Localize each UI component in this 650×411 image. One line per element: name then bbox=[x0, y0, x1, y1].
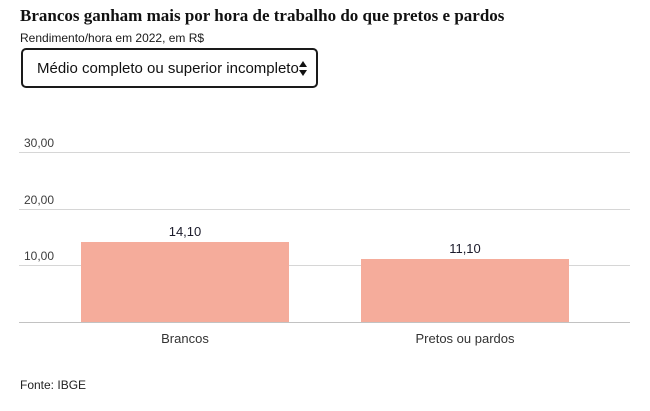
arrow-up-icon bbox=[298, 60, 307, 67]
bar-pretos-ou-pardos[interactable] bbox=[361, 259, 569, 322]
bar-brancos[interactable] bbox=[81, 242, 289, 322]
category-label: Brancos bbox=[161, 331, 209, 346]
source-note: Fonte: IBGE bbox=[20, 378, 87, 392]
chart-title: Brancos ganham mais por hora de trabalho… bbox=[20, 6, 505, 25]
bar-value-label: 14,10 bbox=[168, 224, 202, 239]
bar-value-label: 11,10 bbox=[449, 241, 481, 256]
y-gridline bbox=[19, 209, 630, 210]
y-tick-label: 30,00 bbox=[24, 136, 55, 150]
arrow-down-icon bbox=[298, 69, 307, 76]
y-tick-label: 10,00 bbox=[24, 249, 55, 263]
y-gridline bbox=[19, 152, 630, 153]
y-tick-label: 20,00 bbox=[24, 193, 55, 207]
category-label: Pretos ou pardos bbox=[415, 331, 515, 346]
dropdown-spinner-icon bbox=[298, 60, 307, 76]
x-axis-baseline bbox=[19, 322, 630, 323]
education-level-select[interactable]: Médio completo ou superior incompleto bbox=[21, 48, 318, 88]
selected-option-label: Médio completo ou superior incompleto bbox=[37, 59, 299, 77]
chart-subtitle: Rendimento/hora em 2022, em R$ bbox=[20, 31, 205, 45]
y-gridline bbox=[19, 265, 630, 266]
